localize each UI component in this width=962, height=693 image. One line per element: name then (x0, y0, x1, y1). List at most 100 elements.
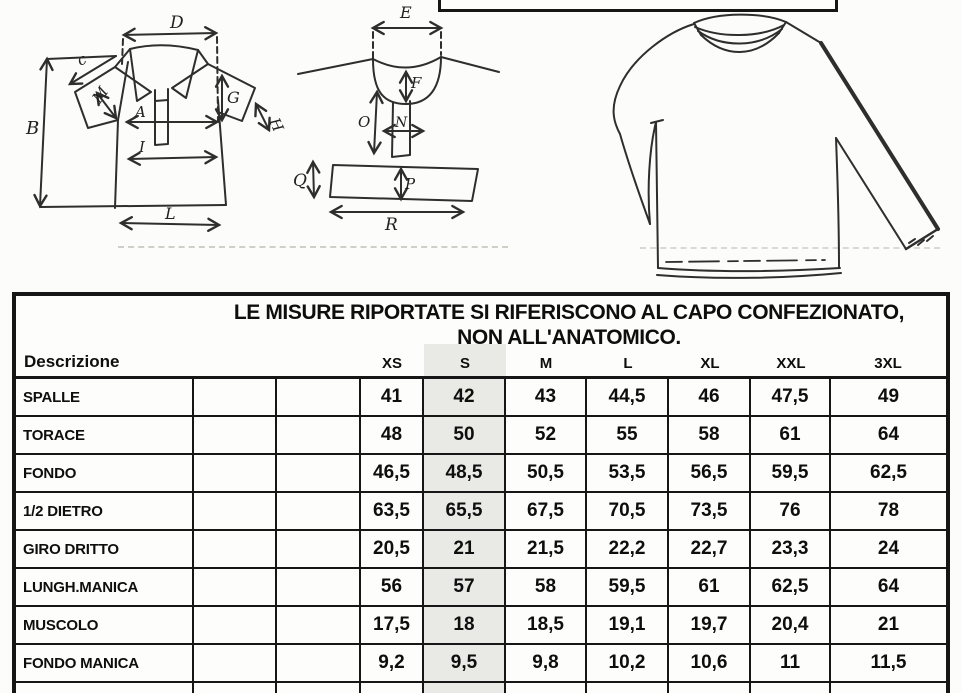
size-header-m: M (539, 355, 553, 372)
table-row: 1/2 DIETRO 63,5 65,5 67,5 70,5 73,5 76 7… (16, 493, 946, 531)
row-label: SPALLE (16, 379, 194, 415)
value-cell-3xl: 11,5 (870, 652, 907, 673)
table-row: SPALLE 41 42 43 44,5 46 47,5 49 (16, 379, 946, 417)
size-measurement-table: LE MISURE RIPORTATE SI RIFERISCONO AL CA… (12, 292, 950, 693)
scan-artifact-line (640, 247, 940, 249)
top-cutoff-box (438, 0, 838, 12)
value-cell-l: 53,5 (587, 455, 669, 491)
table-title-line2: NON ALL'ANATOMICO. (457, 326, 681, 349)
value-cell-xl: 10,6 (669, 645, 751, 681)
value-cell-xl: 73,5 (669, 493, 751, 529)
long-sleeve-shirt-illustration (612, 13, 940, 279)
size-header-s: S (459, 355, 471, 372)
dim-label-c: c (74, 50, 90, 70)
value-cell-s: 57 (424, 569, 506, 605)
value-cell-3xl: 24 (877, 538, 900, 559)
value-cell-m: 9,8 (506, 645, 587, 681)
value-cell-l: 55 (587, 417, 669, 453)
table-row: LUNGH.MANICA 56 57 58 59,5 61 62,5 64 (16, 569, 946, 607)
value-cell-3xl: 21 (877, 614, 900, 635)
dim-label-N: N (394, 115, 408, 131)
dim-label-D: D (169, 13, 184, 33)
value-cell-3xl: 49 (877, 386, 900, 407)
value-cell-s: 21 (424, 531, 506, 567)
description-column-header: Descrizione (24, 352, 120, 371)
value-cell-xs: 41 (361, 379, 424, 415)
neck-placket-detail-sketch: E F O N Q P R (293, 3, 500, 235)
dim-label-L: L (164, 204, 176, 223)
dim-label-E: E (399, 3, 412, 22)
value-cell-xs: 9,2 (361, 645, 424, 681)
dim-label-G: G (227, 88, 240, 107)
empty-cell (194, 569, 277, 605)
value-cell-xl: 58 (669, 417, 751, 453)
scan-artifact-line (118, 246, 508, 248)
empty-cell (277, 379, 361, 415)
dim-label-P: P (404, 175, 416, 193)
value-cell-3xl: 64 (877, 424, 900, 445)
value-cell-3xl: 78 (877, 500, 900, 521)
value-cell-xs: 48 (361, 417, 424, 453)
table-title-line1: LE MISURE RIPORTATE SI RIFERISCONO AL CA… (233, 301, 905, 324)
row-label: LUNGH.MANICA (16, 569, 194, 605)
empty-cell (277, 493, 361, 529)
value-cell-xl: 61 (669, 569, 751, 605)
dim-label-I: I (138, 138, 146, 156)
value-cell-l: 44,5 (587, 379, 669, 415)
value-cell-m: 58 (506, 569, 587, 605)
empty-cell (194, 455, 277, 491)
value-cell-xs: 20,5 (361, 531, 424, 567)
empty-cell (194, 417, 277, 453)
dim-label-R: R (384, 215, 398, 235)
value-cell-xl: 46 (669, 379, 751, 415)
value-cell-m: 18,5 (506, 607, 587, 643)
value-cell-xs: 63,5 (361, 493, 424, 529)
table-header: LE MISURE RIPORTATE SI RIFERISCONO AL CA… (16, 296, 946, 379)
value-cell-xxl: 23,3 (751, 531, 831, 567)
empty-cell (361, 683, 424, 693)
empty-cell (277, 455, 361, 491)
row-label: GIRO DRITTO (16, 531, 194, 567)
dim-label-A: A (133, 103, 146, 121)
empty-cell (194, 493, 277, 529)
dim-label-B: B (25, 118, 39, 139)
table-body: SPALLE 41 42 43 44,5 46 47,5 49 TORACE 4… (16, 379, 946, 693)
polo-measurement-sketch: D c M B A G H I L (25, 13, 288, 232)
row-label: FONDO (16, 455, 194, 491)
empty-cell (587, 683, 669, 693)
value-cell-xxl: 20,4 (751, 607, 831, 643)
table-row: GIRO DRITTO 20,5 21 21,5 22,2 22,7 23,3 … (16, 531, 946, 569)
dim-label-F: F (410, 74, 422, 92)
empty-cell (751, 683, 831, 693)
dim-label-O: O (358, 113, 370, 131)
value-cell-s: 9,5 (424, 645, 506, 681)
value-cell-l: 19,1 (587, 607, 669, 643)
value-cell-l: 70,5 (587, 493, 669, 529)
empty-cell (194, 379, 277, 415)
value-cell-l: 59,5 (587, 569, 669, 605)
value-cell-s: 42 (424, 379, 506, 415)
row-label: TORACE (16, 417, 194, 453)
value-cell-xl: 56,5 (669, 455, 751, 491)
dim-label-M: M (88, 83, 112, 107)
dim-label-Q: Q (293, 171, 307, 191)
value-cell-m: 21,5 (506, 531, 587, 567)
empty-cell (194, 607, 277, 643)
size-header-xl: XL (700, 355, 720, 372)
empty-cell (194, 683, 277, 693)
empty-cell (277, 645, 361, 681)
table-row: TORACE 48 50 52 55 58 61 64 (16, 417, 946, 455)
value-cell-3xl: 64 (877, 576, 900, 597)
empty-cell (506, 683, 587, 693)
size-header-l: L (623, 355, 633, 372)
empty-cell (277, 607, 361, 643)
value-cell-xxl: 76 (751, 493, 831, 529)
value-cell-xs: 17,5 (361, 607, 424, 643)
empty-cell (277, 569, 361, 605)
table-row: FONDO MANICA 9,2 9,5 9,8 10,2 10,6 11 11… (16, 645, 946, 683)
empty-cell (669, 683, 751, 693)
size-header-xs: XS (381, 355, 403, 372)
value-cell-l: 22,2 (587, 531, 669, 567)
table-row-partial (16, 683, 946, 693)
